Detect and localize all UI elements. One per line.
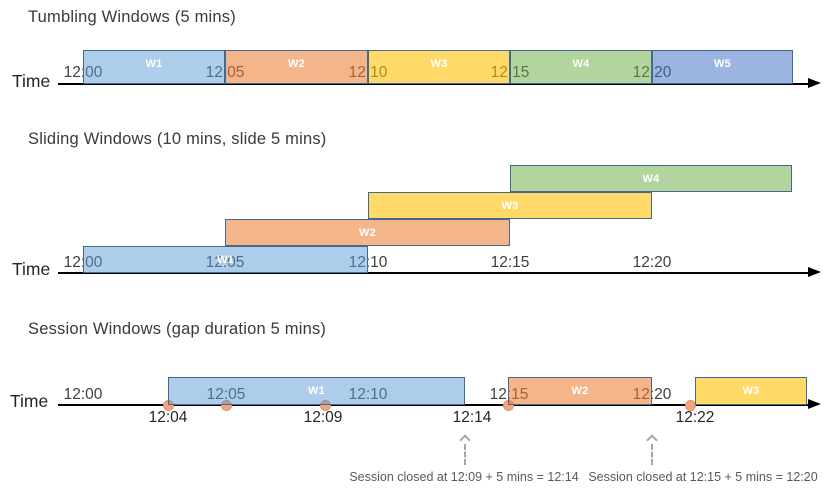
axis-tick-label: 12:20: [632, 254, 672, 271]
session-section-title: Session Windows (gap duration 5 mins): [28, 320, 327, 338]
event-dot: [684, 399, 696, 411]
window-label-w3: W3: [501, 199, 519, 212]
time-axis-arrowhead: [808, 78, 821, 88]
axis-tick-label: 12:00: [63, 386, 103, 403]
window-label-w2: W2: [287, 57, 306, 70]
window-bar-w3: W3: [695, 377, 807, 405]
window-label-w4: W4: [572, 57, 590, 70]
annotation-dashed-line: [651, 444, 653, 465]
window-label-w3: W3: [430, 57, 448, 70]
window-bar-w4: W4: [510, 50, 652, 84]
window-bar-w2: W2: [225, 219, 510, 246]
window-bar-w1: W1: [83, 50, 225, 84]
window-bar-w4: W4: [510, 165, 792, 192]
time-axis-arrowhead: [808, 399, 821, 409]
annotation-dashed-line: [464, 444, 466, 465]
window-bar-w1: W1: [168, 377, 465, 405]
event-time-label: 12:22: [675, 409, 715, 426]
window-label-w5: W5: [713, 57, 732, 70]
session-time-axis-label: Time: [10, 391, 49, 411]
time-axis-line: [58, 83, 808, 85]
window-label-w1: W1: [145, 57, 163, 70]
session-close-caption-2: Session closed at 12:15 + 5 mins = 12:20: [588, 470, 818, 484]
event-time-label: 12:14: [452, 409, 492, 426]
time-axis-line: [58, 272, 808, 274]
window-bar-w5: W5: [652, 50, 793, 84]
tumbling-time-axis-label: Time: [12, 71, 51, 91]
sliding-section-title: Sliding Windows (10 mins, slide 5 mins): [28, 130, 327, 148]
time-axis-line: [58, 404, 808, 406]
window-bar-w2: W2: [225, 50, 368, 84]
window-label-w4: W4: [642, 172, 660, 185]
window-label-w2: W2: [358, 226, 377, 239]
sliding-time-axis-label: Time: [12, 259, 51, 279]
window-label-w1: W1: [307, 385, 326, 397]
time-axis-arrowhead: [808, 267, 821, 277]
event-time-label: 12:09: [303, 409, 343, 426]
tumbling-section-title: Tumbling Windows (5 mins): [28, 8, 236, 26]
session-close-caption-1: Session closed at 12:09 + 5 mins = 12:14: [349, 470, 579, 484]
window-label-w3: W3: [742, 385, 760, 397]
window-bar-w1: W1: [83, 246, 368, 273]
window-bar-w3: W3: [368, 192, 652, 219]
window-label-w2: W2: [571, 385, 589, 397]
window-label-w1: W1: [216, 253, 235, 266]
axis-tick-label: 12:15: [490, 254, 530, 271]
window-bar-w3: W3: [368, 50, 510, 84]
event-time-label: 12:04: [148, 409, 188, 426]
window-bar-w2: W2: [508, 377, 652, 405]
